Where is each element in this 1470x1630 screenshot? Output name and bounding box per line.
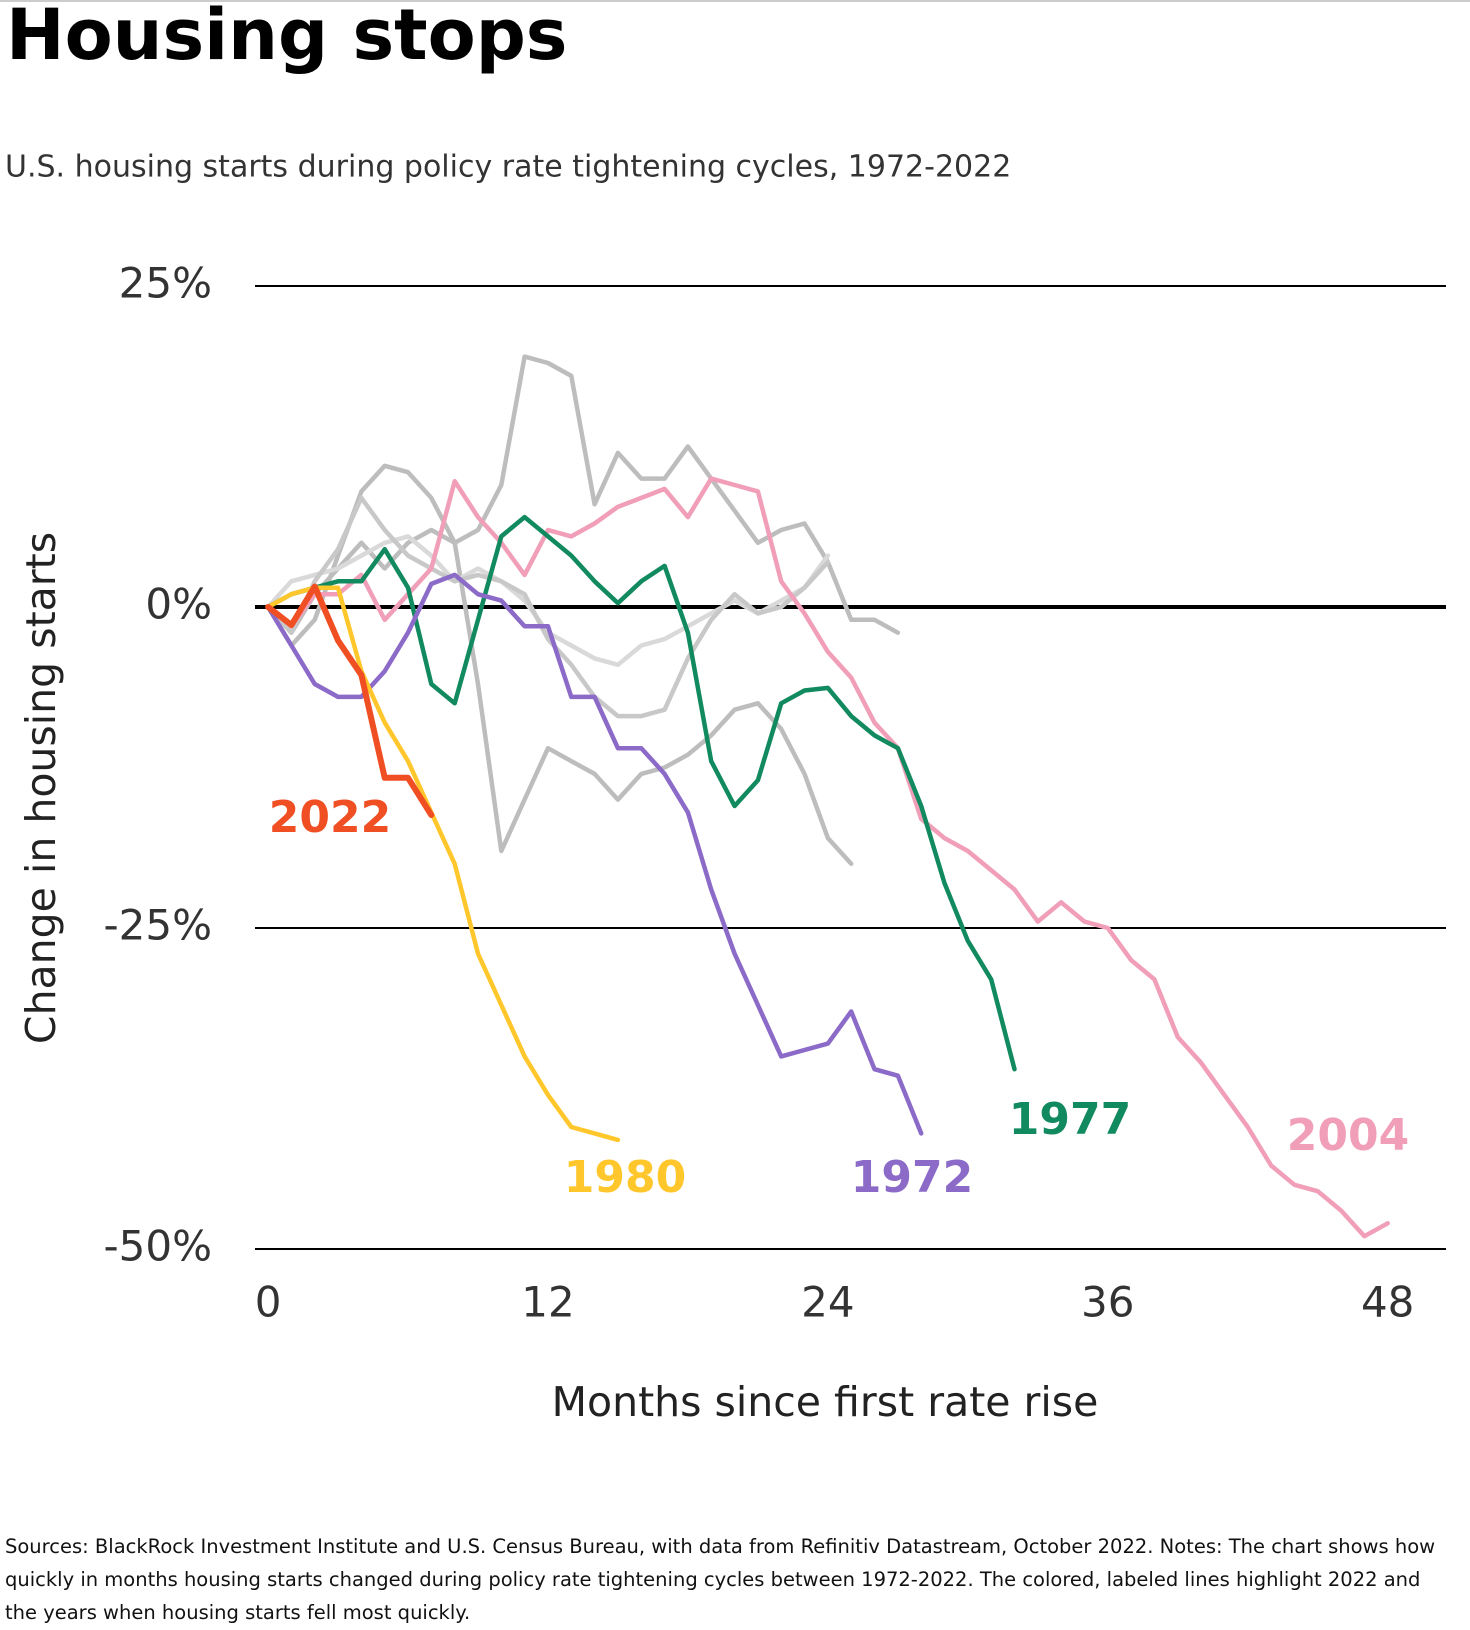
- line: [265, 514, 1017, 1072]
- line: [265, 463, 854, 867]
- line: [265, 495, 831, 719]
- series-label: 2022: [269, 792, 391, 843]
- x-tick-label: 0: [255, 1278, 282, 1327]
- line: [265, 476, 1390, 1239]
- y-tick-label: -25%: [103, 901, 212, 950]
- line: [265, 354, 901, 635]
- x-axis-label: Months since first rate rise: [552, 1378, 1099, 1426]
- x-tick-label: 12: [521, 1278, 574, 1327]
- x-tick-label: 36: [1081, 1278, 1134, 1327]
- series-label: 2004: [1287, 1110, 1409, 1161]
- line: [265, 572, 924, 1136]
- chart-subtitle: U.S. housing starts during policy rate t…: [5, 150, 1011, 185]
- chart: Housing stops U.S. housing starts during…: [0, 0, 1470, 1426]
- line: [265, 583, 435, 818]
- series-label: 1977: [1009, 1094, 1131, 1145]
- line: [265, 585, 621, 1143]
- series-label: 1980: [564, 1152, 686, 1203]
- y-axis-label: Change in housing starts: [17, 532, 65, 1044]
- y-tick-label: -50%: [103, 1222, 212, 1271]
- chart-title: Housing stops: [6, 0, 567, 76]
- source-note: Sources: BlackRock Investment Institute …: [5, 1535, 1436, 1624]
- y-tick-label: 25%: [119, 259, 212, 308]
- series-label: 1972: [851, 1152, 973, 1203]
- y-tick-label: 0%: [145, 580, 212, 629]
- x-tick-label: 24: [801, 1278, 854, 1327]
- x-tick-label: 48: [1361, 1278, 1414, 1327]
